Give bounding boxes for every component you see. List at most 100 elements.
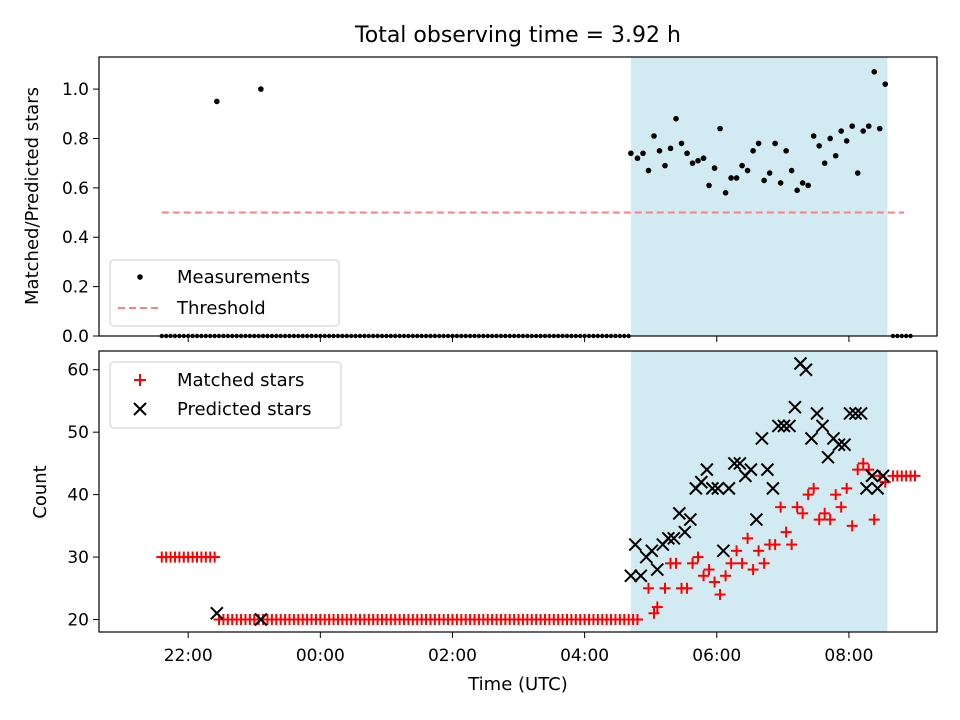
measurement-point <box>684 150 690 157</box>
measurement-point <box>258 86 264 92</box>
figure-title: Total observing time = 3.92 h <box>354 23 681 48</box>
predicted-star-marker <box>711 481 725 496</box>
predicted-star-marker <box>645 544 659 558</box>
matched-star-marker <box>659 582 671 594</box>
measurement-point <box>689 160 696 166</box>
predicted-star-marker <box>727 456 742 471</box>
top-y-tick-label: 0.8 <box>62 129 89 149</box>
matched-star-marker <box>758 557 770 569</box>
predicted-star-marker <box>722 481 736 496</box>
bottom-x-tick-label: 08:00 <box>824 646 873 666</box>
matched-star-marker <box>747 564 759 576</box>
predicted-star-marker <box>821 450 835 464</box>
measurement-point <box>788 167 795 174</box>
bottom-x-tick-label: 04:00 <box>560 646 609 666</box>
matched-star-marker <box>769 539 781 551</box>
predicted-star-marker <box>634 569 648 583</box>
predicted-star-marker <box>865 469 879 483</box>
measurement-point <box>805 182 811 189</box>
predicted-star-marker <box>810 406 824 421</box>
measurement-point <box>750 148 756 154</box>
measurement-point <box>695 157 701 164</box>
measurement-point <box>678 140 685 147</box>
predicted-star-marker <box>766 481 780 496</box>
x-axis-label: Time (UTC) <box>467 674 568 695</box>
matched-star-marker <box>731 545 743 557</box>
matched-star-marker <box>775 501 787 513</box>
matched-star-marker <box>670 557 682 569</box>
matched-star-marker <box>797 507 809 519</box>
matched-star-marker <box>709 576 721 588</box>
legend-matched-marker <box>134 374 146 386</box>
legend-predicted-marker <box>133 402 147 416</box>
measurement-point <box>794 187 800 194</box>
measurement-point <box>706 182 712 189</box>
measurement-point <box>865 123 872 129</box>
bottom-y-tick-label: 60 <box>67 361 89 381</box>
measurement-point <box>755 140 762 147</box>
matched-star-marker <box>720 570 732 582</box>
measurement-point <box>849 123 856 129</box>
predicted-star-marker <box>854 406 868 421</box>
predicted-star-marker <box>755 431 769 446</box>
top-y-tick-label: 0.4 <box>62 228 89 248</box>
legend-threshold-label: Threshold <box>176 298 266 319</box>
measurement-point <box>656 148 663 154</box>
predicted-star-marker <box>799 363 813 377</box>
predicted-star-marker <box>804 431 819 446</box>
bottom-x-ticks: 22:00 00:00 02:00 04:00 06:00 08:00 <box>164 632 873 666</box>
matched-star-marker <box>681 582 693 594</box>
matched-star-marker <box>813 514 825 526</box>
predicted-star-marker <box>848 406 863 421</box>
top-y-axis-label: Matched/Predicted stars <box>22 87 43 305</box>
shaded-region-top <box>630 57 888 336</box>
measurement-point <box>777 180 784 186</box>
predicted-star-marker <box>782 419 797 433</box>
top-y-tick-label: 0.6 <box>62 179 89 199</box>
measurement-point <box>717 125 723 132</box>
matched-star-marker <box>791 501 803 513</box>
measurement-point <box>667 145 674 152</box>
bottom-axes-frame <box>98 350 938 633</box>
top-axes-frame <box>98 56 938 337</box>
shaded-region-bottom <box>630 351 888 632</box>
predicted-star-marker <box>694 475 709 489</box>
measurement-point <box>799 180 806 186</box>
matched-star-marker <box>631 614 643 626</box>
top-panel: 0.0 0.2 0.4 0.6 0.8 1.0 Matched/Predicted sta… <box>22 56 938 347</box>
matched-star-marker <box>841 482 853 494</box>
legend-predicted-label: Predicted stars <box>177 399 311 420</box>
matched-star-marker <box>808 482 820 494</box>
measurement-point <box>214 98 220 105</box>
measurement-point <box>816 143 822 149</box>
predicted-star-marker <box>777 419 791 433</box>
top-y-tick-label: 0.2 <box>62 278 89 298</box>
matched-star-marker <box>651 601 663 613</box>
predicted-star-marker <box>733 456 747 471</box>
predicted-star-marker <box>771 419 786 433</box>
matched-star-marker <box>703 564 715 576</box>
measurement-point <box>673 115 679 122</box>
bottom-y-axis-label: Count <box>30 465 51 518</box>
bottom-panel-marks <box>156 356 921 627</box>
measurement-point <box>838 128 844 134</box>
predicted-star-marker <box>744 462 758 477</box>
bottom-y-tick-label: 30 <box>67 548 89 568</box>
predicted-star-marker <box>705 481 720 496</box>
legend-measurements-marker <box>137 274 143 280</box>
predicted-star-marker <box>749 512 764 527</box>
bottom-y-tick-label: 40 <box>67 486 89 506</box>
predicted-star-marker <box>859 481 874 496</box>
bottom-x-tick-label: 00:00 <box>296 646 345 666</box>
measurement-point <box>810 133 817 139</box>
predicted-star-marker <box>667 531 681 546</box>
predicted-star-marker <box>700 462 714 477</box>
top-y-ticks: 0.0 0.2 0.4 0.6 0.8 1.0 <box>62 80 99 347</box>
matched-star-marker <box>742 532 754 544</box>
predicted-star-marker <box>661 531 676 546</box>
measurement-point <box>876 125 883 132</box>
predicted-star-marker <box>254 612 268 627</box>
measurement-point <box>871 69 878 75</box>
bottom-x-tick-label: 22:00 <box>164 646 213 666</box>
predicted-star-marker <box>683 512 698 527</box>
